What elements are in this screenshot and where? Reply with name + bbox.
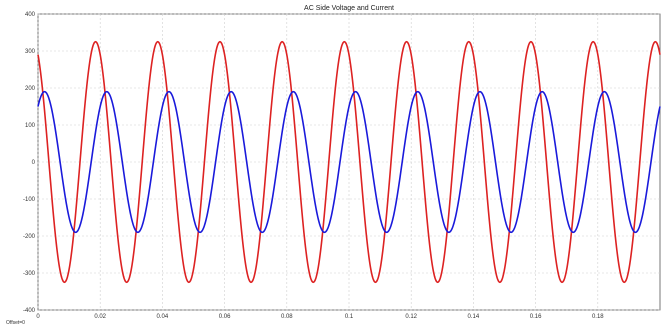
x-tick-label: 0.18 (592, 314, 604, 320)
series-line-1 (37, 90, 661, 234)
y-tick-label: 0 (32, 160, 36, 166)
offset-label: Offset=0 (6, 320, 25, 326)
grid (37, 13, 660, 311)
y-tick-label: 300 (25, 49, 36, 55)
x-tick-label: 0.06 (219, 314, 231, 320)
y-axis: -400 -300 -200 -100 0 100 200 300 400 (23, 12, 36, 314)
y-tick-label: 100 (25, 123, 36, 129)
x-tick-label: 0.02 (94, 314, 106, 320)
y-tick-label: 200 (25, 86, 36, 92)
y-tick-label: -300 (23, 271, 36, 277)
y-tick-label: -200 (23, 234, 36, 240)
x-tick-label: 0.04 (157, 314, 169, 320)
x-tick-label: 0 (36, 314, 40, 320)
x-tick-label: 0.08 (281, 314, 293, 320)
x-tick-label: 0.16 (530, 314, 542, 320)
x-tick-label: 0.12 (405, 314, 417, 320)
x-tick-label: 0.14 (468, 314, 480, 320)
y-tick-label: -100 (23, 197, 36, 203)
x-axis: 0 0.02 0.04 0.06 0.08 0.1 0.12 0.14 0.16 0.18 (36, 314, 604, 320)
chart-title: AC Side Voltage and Current (304, 5, 394, 12)
y-tick-label: -400 (23, 308, 36, 314)
series-group (37, 40, 661, 284)
x-tick-label: 0.1 (345, 314, 354, 320)
y-tick-label: 400 (25, 12, 36, 18)
series-line-0 (37, 40, 661, 284)
